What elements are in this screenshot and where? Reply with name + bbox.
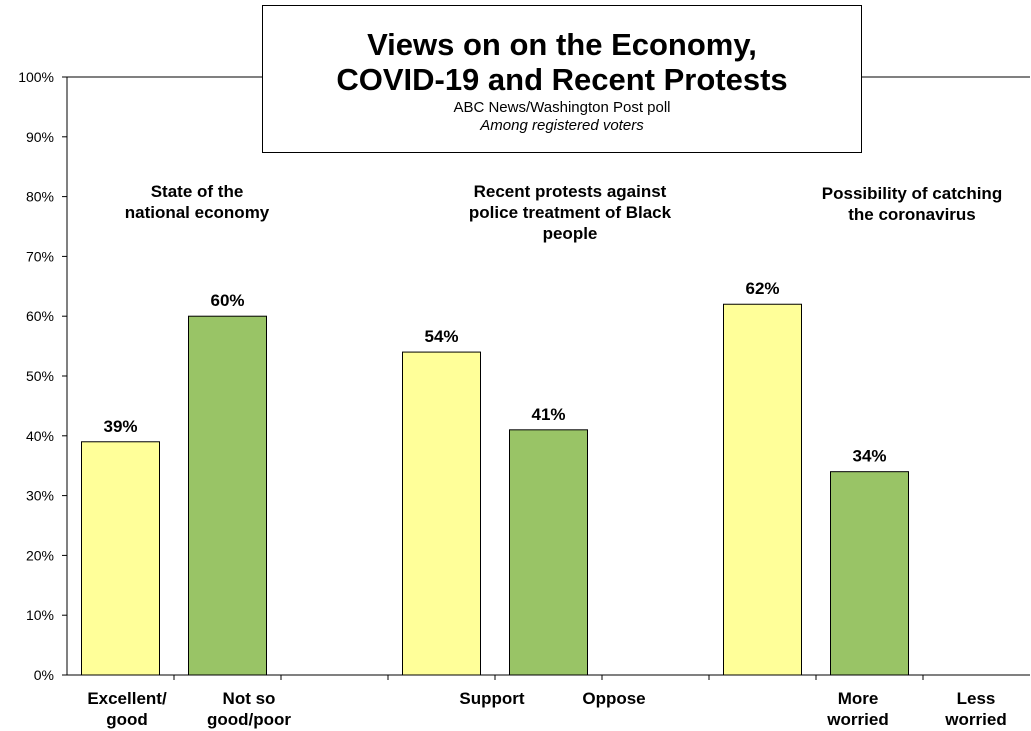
bar-value-label: 41%: [531, 405, 565, 424]
y-tick-label: 0%: [34, 667, 54, 683]
chart-title-box: Views on on the Economy, COVID-19 and Re…: [262, 5, 862, 153]
y-tick-label: 100%: [18, 69, 54, 85]
y-tick-label: 40%: [26, 428, 54, 444]
y-tick-label: 70%: [26, 248, 54, 264]
category-label-less-worried: Less worried: [921, 688, 1031, 730]
bar-value-label: 39%: [103, 417, 137, 436]
category-label-oppose: Oppose: [555, 688, 673, 709]
group-title-economy: State of the national economy: [92, 181, 302, 223]
category-label-line-2: worried: [827, 710, 889, 729]
category-label-line-2: worried: [945, 710, 1007, 729]
bar-2: [188, 315, 267, 676]
category-label-more-worried: More worried: [799, 688, 917, 730]
category-label-line-1: Oppose: [582, 689, 646, 708]
category-label-line-2: good/poor: [206, 710, 292, 729]
bar-value-label: 54%: [424, 327, 458, 346]
group-title-protests-line-2: police treatment of Black: [468, 203, 672, 222]
category-label-excellent-good: Excellent/ good: [68, 688, 186, 730]
bar-value-label: 60%: [210, 291, 244, 310]
group-title-coronavirus: Possibility of catching the coronavirus: [792, 183, 1031, 225]
group-title-economy-line-1: State of the: [150, 182, 244, 201]
bar-1: [81, 441, 160, 676]
y-tick-label: 30%: [26, 488, 54, 504]
bar-value-label: 34%: [852, 447, 886, 466]
category-label-line-2: good: [106, 710, 148, 729]
y-tick-label: 90%: [26, 129, 54, 145]
category-label-support: Support: [433, 688, 551, 709]
y-tick-label: 60%: [26, 308, 54, 324]
group-title-coronavirus-line-2: the coronavirus: [848, 205, 976, 224]
chart-title-line-1: Views on on the Economy,: [367, 27, 757, 62]
category-label-line-1: Less: [956, 689, 996, 708]
bar-6: [830, 471, 909, 676]
category-label-not-so-good-poor: Not so good/poor: [190, 688, 308, 730]
category-label-line-1: Excellent/: [87, 689, 167, 708]
y-tick-label: 20%: [26, 547, 54, 563]
bar-3: [402, 351, 481, 676]
group-title-coronavirus-line-1: Possibility of catching: [821, 184, 1003, 203]
y-tick-label: 10%: [26, 607, 54, 623]
chart-subtitle: ABC News/Washington Post poll: [453, 99, 671, 116]
group-title-protests-line-1: Recent protests against: [473, 182, 667, 201]
chart-note: Among registered voters: [480, 117, 644, 134]
bar-5: [723, 303, 802, 676]
group-title-economy-line-2: national economy: [124, 203, 270, 222]
chart-title-line-2: COVID-19 and Recent Protests: [336, 62, 788, 97]
category-label-line-1: Support: [459, 689, 525, 708]
group-title-protests: Recent protests against police treatment…: [430, 181, 710, 244]
bar-value-label: 62%: [745, 279, 779, 298]
group-title-protests-line-3: people: [542, 224, 598, 243]
category-label-line-1: More: [837, 689, 879, 708]
y-tick-label: 50%: [26, 368, 54, 384]
y-tick-label: 80%: [26, 189, 54, 205]
bar-4: [509, 429, 588, 676]
category-label-line-1: Not so: [222, 689, 276, 708]
